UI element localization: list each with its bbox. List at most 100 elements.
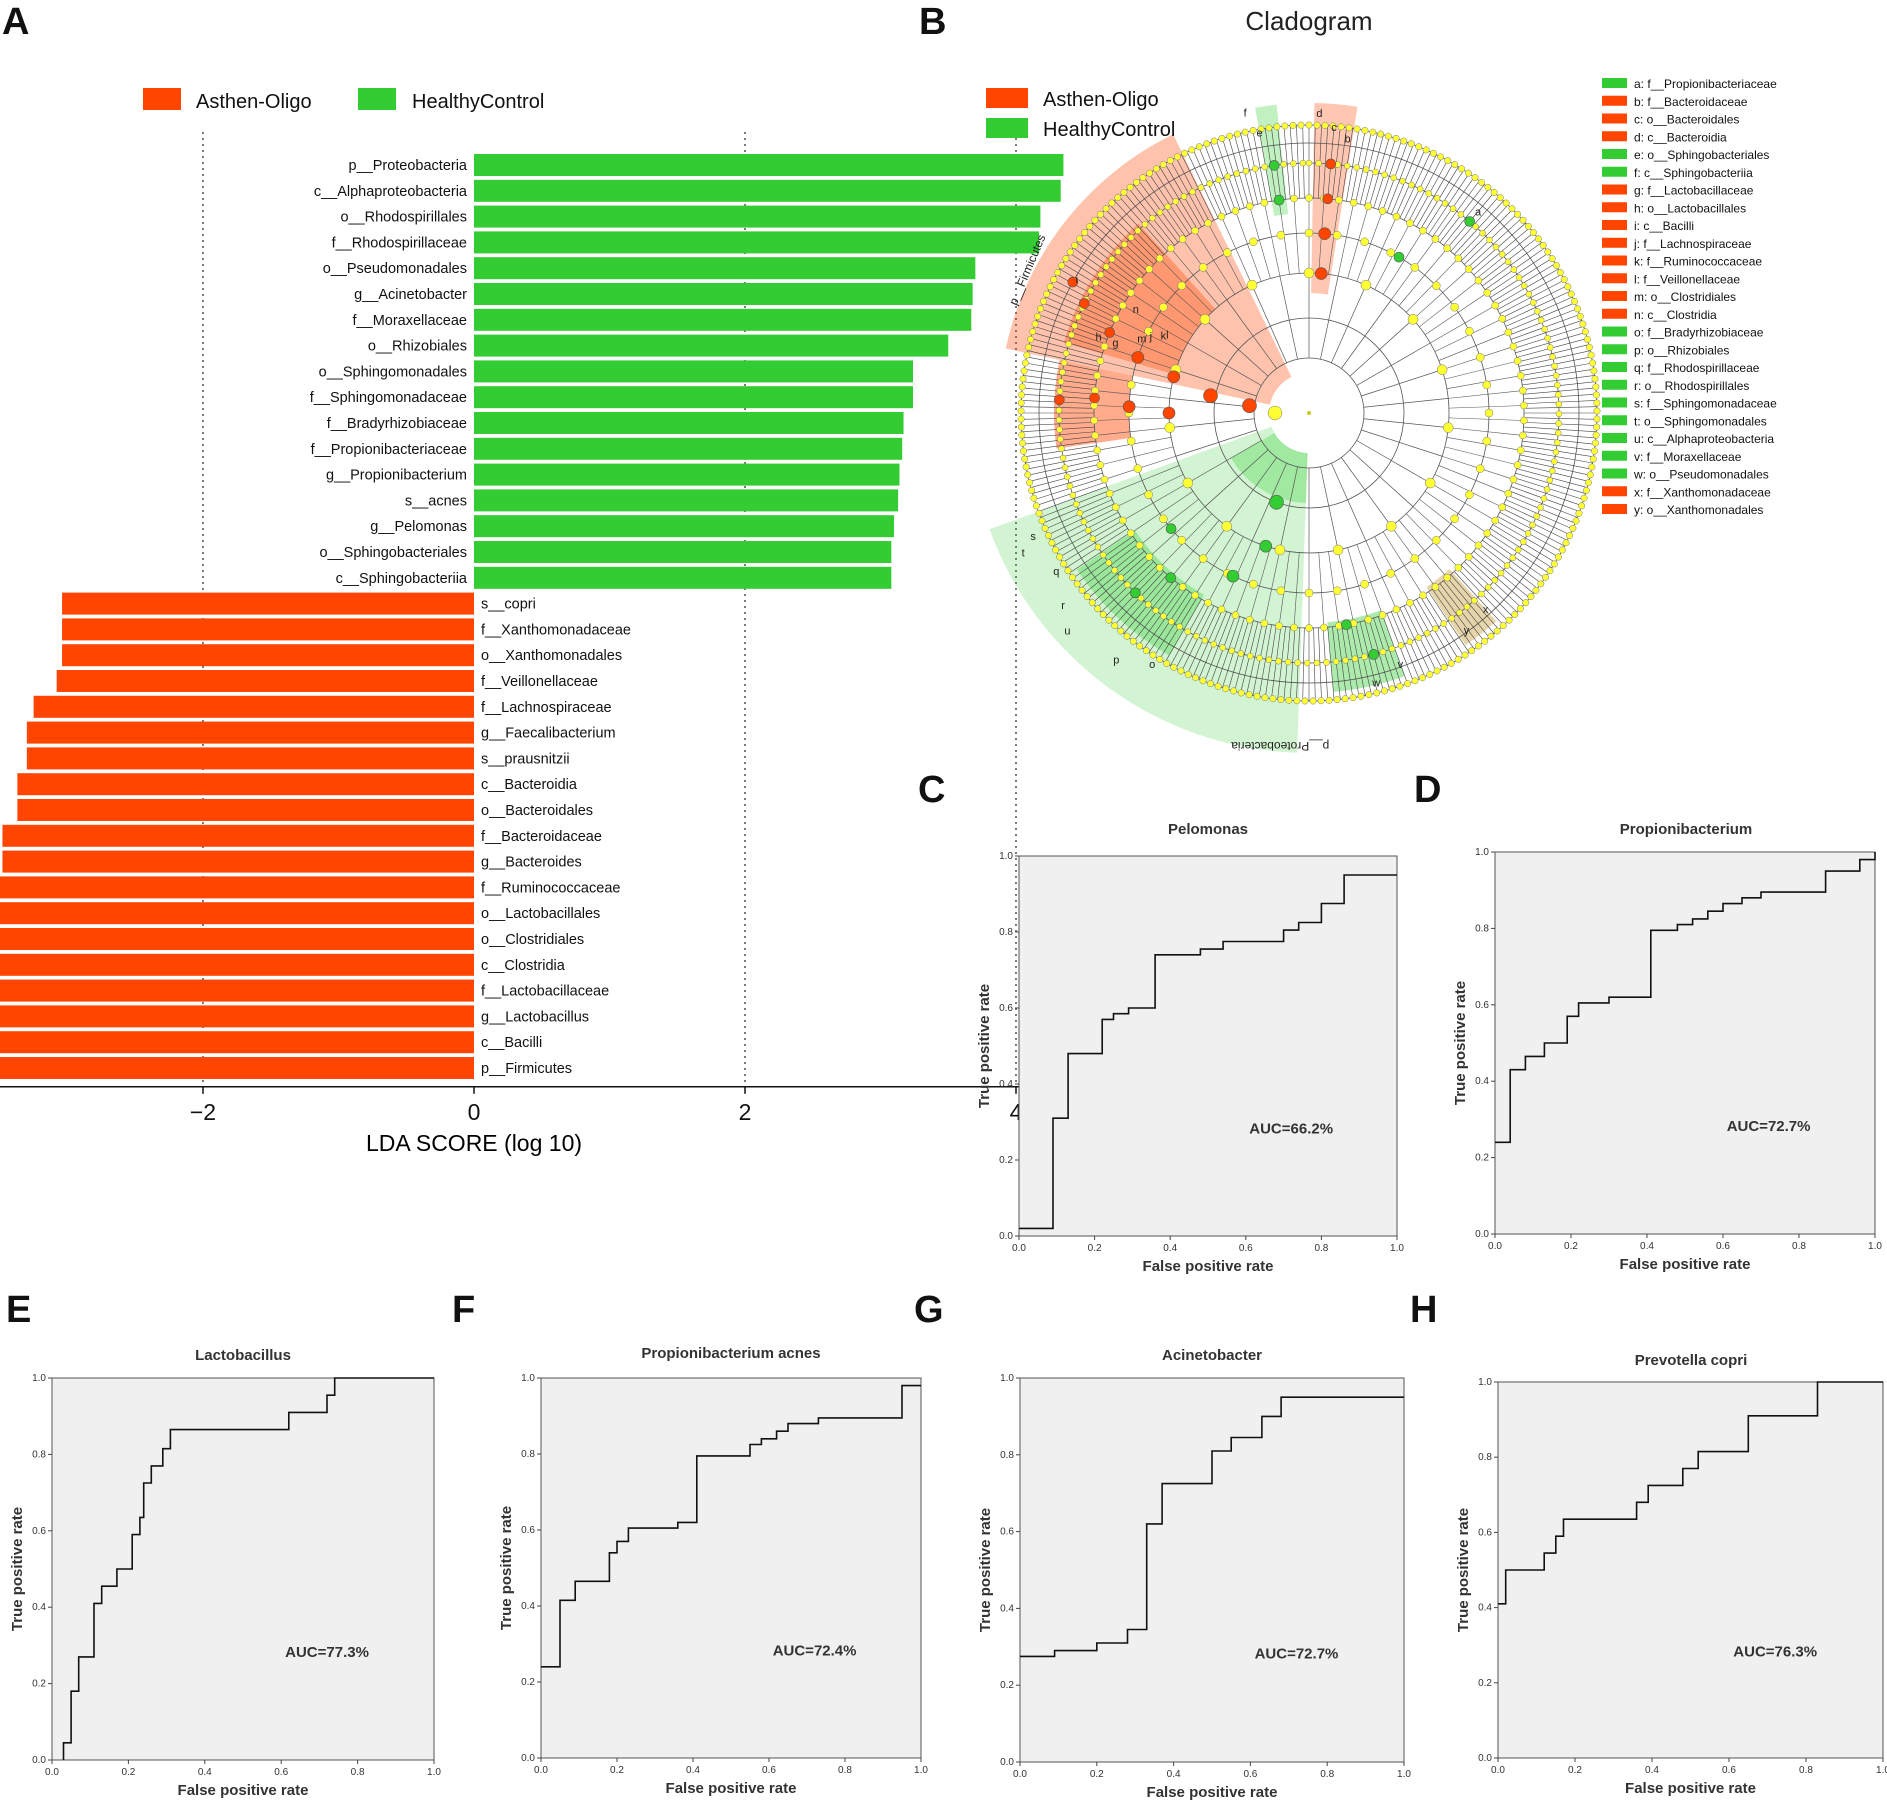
- cladogram-node: [1076, 509, 1084, 517]
- roc-x-tick-label: 0.2: [1564, 1241, 1578, 1252]
- cladogram-node: [1407, 314, 1419, 325]
- cladogram-branch: [1522, 375, 1595, 386]
- cladogram-node: [1177, 536, 1186, 545]
- cladogram-node: [1497, 569, 1505, 577]
- cladogram-node: [1105, 559, 1113, 567]
- cladogram-branch: [1523, 406, 1597, 409]
- lda-bar-label: o__Rhizobiales: [368, 339, 467, 355]
- clad-key-swatch: [1602, 415, 1627, 426]
- cladogram-node: [1574, 305, 1581, 313]
- clade-letter: r: [1061, 600, 1065, 612]
- clade-letter: k: [1161, 331, 1167, 343]
- roc-auc-label: AUC=72.7%: [1727, 1118, 1811, 1135]
- cladogram-node: [1399, 177, 1406, 185]
- cladogram-node: [1087, 287, 1095, 295]
- cladogram-node: [1030, 494, 1038, 502]
- cladogram-node: [1064, 473, 1071, 481]
- clad-key-swatch: [1602, 220, 1627, 230]
- cladogram-branch: [1454, 200, 1504, 255]
- roc-x-axis-title: False positive rate: [178, 1782, 309, 1799]
- cladogram-node: [1249, 237, 1258, 247]
- clad-key-swatch: [1602, 273, 1627, 284]
- cladogram-node: [1582, 486, 1590, 494]
- cladogram-node: [1329, 122, 1337, 130]
- cladogram-branch: [1047, 503, 1115, 535]
- cladogram-node: [1516, 605, 1524, 613]
- cladogram-node: [1083, 593, 1091, 601]
- cladogram-node: [1484, 584, 1492, 591]
- cladogram-branch: [1198, 146, 1228, 215]
- clad-key-label: u: c__Alphaproteobacteria: [1634, 432, 1774, 446]
- lda-bar: [0, 928, 474, 950]
- clade-letter: j: [1149, 331, 1152, 343]
- cladogram-node: [1410, 554, 1420, 563]
- clad-key-label: x: f__Xanthomonadaceae: [1634, 485, 1771, 499]
- cladogram-branch: [1518, 459, 1591, 476]
- cladogram-node: [1201, 637, 1209, 644]
- cladogram-node: [1585, 343, 1593, 351]
- clad-key-label: q: f__Rhodospirillaceae: [1634, 361, 1760, 375]
- cladogram-node: [1088, 599, 1096, 607]
- cladogram-node: [1017, 423, 1025, 431]
- clad-key-label: m: o__Clostridiales: [1634, 290, 1736, 304]
- lda-bar-label: c__Bacilli: [481, 1035, 542, 1051]
- roc-x-axis-title: False positive rate: [666, 1780, 797, 1797]
- cladogram-node: [1407, 140, 1415, 148]
- roc-x-tick-label: 0.4: [1163, 1243, 1177, 1254]
- cladogram-node: [1384, 132, 1392, 140]
- clad-key-label: y: o__Xanthomonadales: [1634, 503, 1763, 517]
- cladogram-node: [1275, 657, 1282, 665]
- roc-auc-label: AUC=76.3%: [1733, 1643, 1817, 1660]
- cladogram-node: [1189, 188, 1196, 196]
- roc-x-tick-label: 0.6: [1716, 1241, 1730, 1252]
- roc-x-tick-label: 0.6: [274, 1767, 288, 1778]
- cladogram-node: [1360, 237, 1369, 247]
- roc-x-tick-label: 0.6: [1239, 1243, 1253, 1254]
- lda-bar: [474, 283, 973, 305]
- roc-auc-label: AUC=66.2%: [1249, 1120, 1333, 1137]
- cladogram-node: [1544, 334, 1551, 342]
- clade-highlight-sphingobacteriia: [1255, 104, 1289, 217]
- clad-key-swatch: [1602, 166, 1627, 177]
- cladogram-node: [1451, 161, 1459, 169]
- cladogram-branch: [1356, 440, 1431, 484]
- clade-letter: v: [1398, 659, 1404, 671]
- cladogram-node: [1241, 128, 1249, 136]
- cladogram-node: [1443, 573, 1451, 582]
- cladogram-node: [1589, 455, 1597, 463]
- cladogram-branch: [1313, 125, 1316, 199]
- cladogram-node: [1219, 644, 1226, 651]
- cladogram-node: [1276, 586, 1286, 596]
- clade-letter: p: [1113, 655, 1119, 667]
- roc-y-tick-label: 0.2: [999, 1155, 1013, 1166]
- lda-bar: [474, 334, 949, 357]
- lda-bar-label: o__Pseudomonadales: [323, 261, 467, 277]
- cladogram-node: [1351, 655, 1359, 662]
- cladogram-node: [1548, 467, 1556, 475]
- legend-swatch-healthy: [358, 88, 396, 110]
- cladogram-branch: [1095, 390, 1170, 399]
- clade-letter: o: [1149, 659, 1155, 671]
- cladogram-branch: [1042, 494, 1111, 524]
- roc-y-tick-label: 0.0: [1478, 1753, 1492, 1764]
- cladogram-node: [1408, 181, 1415, 189]
- cladogram-node: [1379, 648, 1387, 656]
- cladogram-node: [1524, 222, 1532, 230]
- lda-bar-label: g__Bacteroides: [481, 855, 582, 871]
- cladogram-node: [1381, 687, 1388, 695]
- roc-auc-label: AUC=72.4%: [773, 1642, 857, 1659]
- cladogram-branch: [1482, 242, 1542, 287]
- cladogram-node: [1018, 431, 1026, 439]
- cladogram-branch: [1386, 144, 1414, 213]
- cladogram-branch: [1347, 206, 1369, 279]
- cladogram-node: [1569, 524, 1577, 532]
- cladogram-branch: [1123, 192, 1172, 249]
- cladogram-node: [1461, 651, 1469, 659]
- cladogram-branch: [1365, 540, 1397, 610]
- clad-key-label: w: o__Pseudomonadales: [1633, 468, 1769, 482]
- cladogram-node: [1245, 691, 1253, 699]
- cladogram-node: [1177, 667, 1185, 675]
- cladogram-node: [1554, 429, 1562, 437]
- roc-y-tick-label: 0.8: [1475, 923, 1489, 934]
